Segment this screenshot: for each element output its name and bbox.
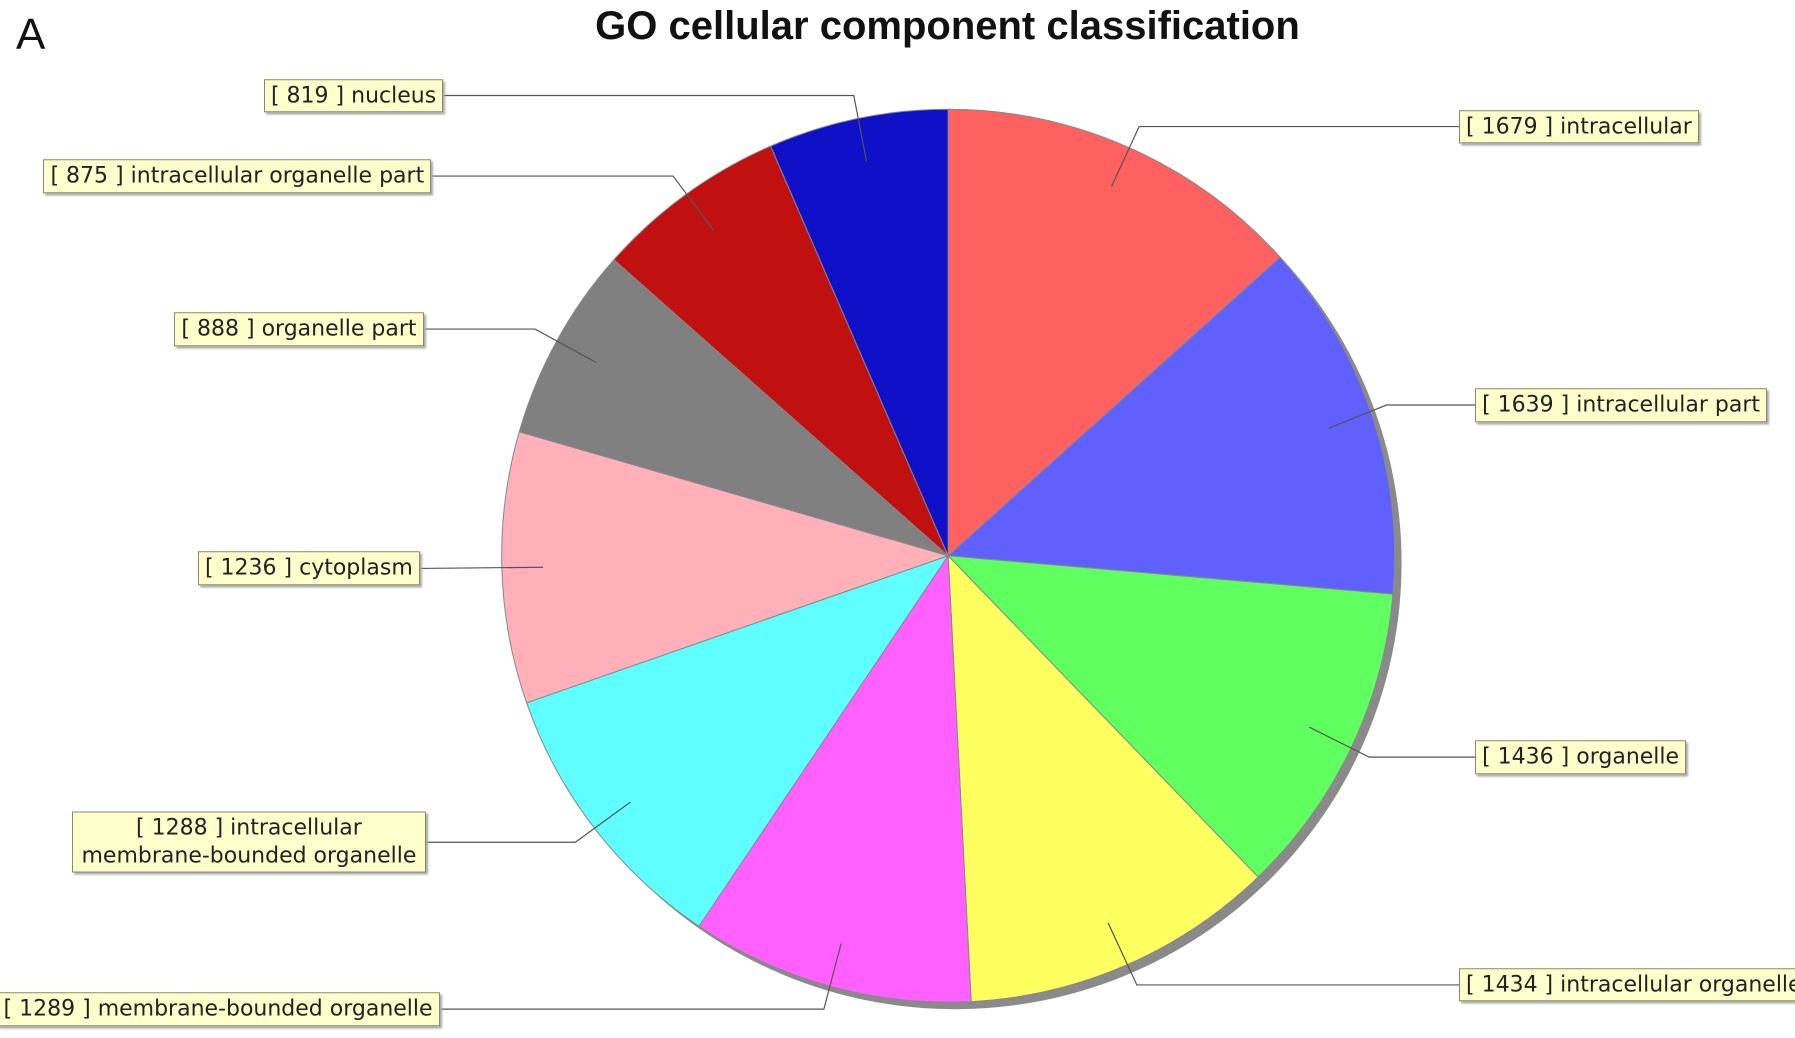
- slice-label: [ 1289 ] membrane-bounded organelle: [0, 992, 440, 1026]
- slice-label: [ 819 ] nucleus: [263, 78, 444, 113]
- pie-slice: [947, 554, 1259, 1003]
- value-label: [ 1436 ]: [1482, 744, 1570, 770]
- slice-label: [ 875 ] intracellular organelle part: [43, 159, 432, 193]
- leader-line: [419, 566, 544, 570]
- slice-label: [ 1288 ] intracellular membrane-bounded …: [71, 811, 427, 873]
- slice-label: [ 1679 ] intracellular: [1459, 109, 1699, 144]
- category-label: intracellular organelle part: [130, 163, 425, 189]
- category-label: intracellular: [1560, 113, 1692, 139]
- category-label: intracellular membrane-bounded organelle: [81, 815, 417, 869]
- value-label: [ 1236 ]: [204, 555, 293, 581]
- value-label: [ 875 ]: [50, 163, 124, 189]
- value-label: [ 1434 ]: [1466, 972, 1554, 998]
- category-label: organelle: [1576, 744, 1680, 770]
- value-label: [ 888 ]: [181, 316, 255, 342]
- leader-line: [439, 943, 842, 1010]
- value-label: [ 1679 ]: [1466, 113, 1554, 139]
- value-label: [ 819 ]: [270, 82, 345, 108]
- leader-line: [425, 801, 631, 843]
- value-label: [ 1289 ]: [3, 996, 91, 1022]
- leader-line: [1328, 404, 1476, 429]
- leader-line: [1309, 726, 1476, 758]
- category-label: nucleus: [351, 82, 437, 108]
- slice-label: [ 1436 ] organelle: [1475, 740, 1687, 774]
- slice-label: [ 1434 ] intracellular organelle: [1459, 968, 1795, 1002]
- slice-label: [ 1236 ] cytoplasm: [197, 551, 420, 586]
- pie-slice: [946, 256, 1396, 595]
- category-label: cytoplasm: [299, 555, 413, 581]
- leader-line: [442, 94, 868, 162]
- pie-slice: [698, 554, 972, 1003]
- slice-label: [ 888 ] organelle part: [174, 312, 424, 346]
- category-label: organelle part: [261, 316, 417, 342]
- leader-line: [423, 328, 597, 363]
- pie-slice: [769, 108, 949, 556]
- panel-label: A: [16, 10, 46, 59]
- chart-title: GO cellular component classification: [595, 4, 1300, 48]
- value-label: [ 1639 ]: [1482, 392, 1570, 418]
- leader-line: [1110, 125, 1460, 187]
- category-label: intracellular part: [1576, 392, 1761, 418]
- category-label: membrane-bounded organelle: [97, 996, 433, 1022]
- value-label: [ 1288 ]: [136, 815, 224, 841]
- slice-label: [ 1639 ] intracellular part: [1475, 388, 1768, 422]
- leader-line: [431, 175, 714, 231]
- category-label: intracellular organelle: [1560, 972, 1795, 998]
- leader-line: [1107, 922, 1460, 986]
